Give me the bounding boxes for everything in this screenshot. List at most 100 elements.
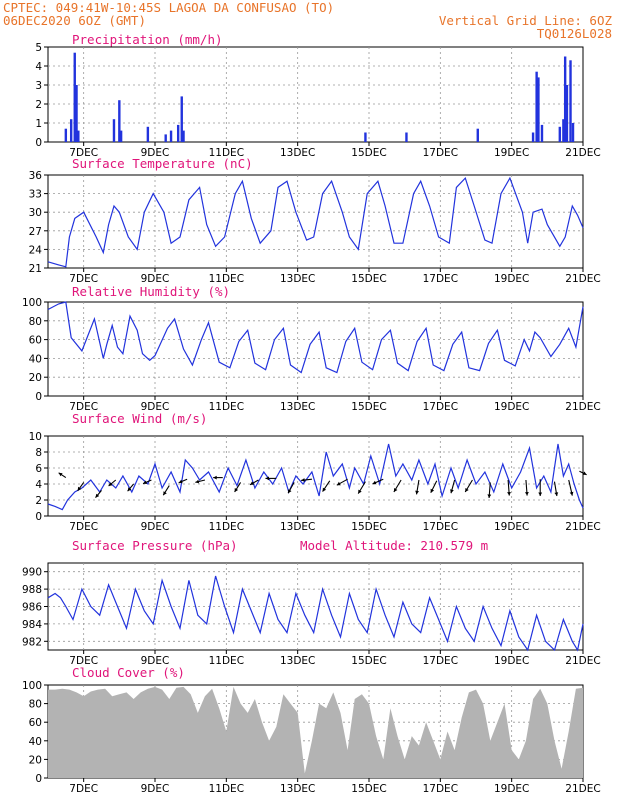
wind-arrowhead xyxy=(525,492,529,496)
precip-bar xyxy=(118,100,121,142)
wind-arrowhead xyxy=(393,488,398,492)
wind-arrowhead xyxy=(108,482,113,486)
y-tick-label: 982 xyxy=(22,636,42,648)
x-tick-label: 17DEC xyxy=(423,521,458,533)
precip-bar xyxy=(112,119,116,142)
x-tick-label: 11DEC xyxy=(209,273,244,285)
y-tick-label: 27 xyxy=(29,226,42,238)
panel-1: 0 1 2 3 4 5 7DEC 9DEC 11DEC 13DEC 15DEC 17DEC 19DEC 2… xyxy=(35,32,600,159)
precip-bar xyxy=(73,52,76,143)
precip-bar xyxy=(476,128,479,142)
x-tick-label: 17DEC xyxy=(423,655,458,667)
x-tick-label: 19DEC xyxy=(494,521,529,533)
precip-bar xyxy=(537,77,540,142)
x-tick-label: 21DEC xyxy=(565,401,600,413)
x-tick-label: 17DEC xyxy=(423,147,458,159)
panel-frame xyxy=(47,46,584,143)
wind-arrowhead xyxy=(487,494,492,498)
x-tick-label: 17DEC xyxy=(423,273,458,285)
y-tick-label: 20 xyxy=(29,372,42,384)
y-tick-label: 20 xyxy=(29,754,42,766)
y-tick-label: 0 xyxy=(35,137,42,149)
wind-arrowhead xyxy=(372,480,377,485)
y-tick-label: 21 xyxy=(29,263,42,275)
x-tick-label: 15DEC xyxy=(351,273,386,285)
cloud-area xyxy=(48,686,583,778)
panel-title: Surface Pressure (hPa) xyxy=(72,538,238,553)
precip-bar xyxy=(169,130,173,142)
x-tick-label: 9DEC xyxy=(141,147,170,159)
x-tick-label: 9DEC xyxy=(141,273,170,285)
precip-bar xyxy=(571,123,575,142)
y-tick-label: 986 xyxy=(22,602,42,614)
wind-arrowhead xyxy=(234,488,239,492)
series-line xyxy=(47,176,584,268)
station-header: CPTEC: 049:41W-10:45S LAGOA DA CONFUSAO … xyxy=(3,0,334,15)
run-date: 06DEC2020 6OZ (GMT) xyxy=(3,13,146,28)
wind-arrowhead xyxy=(507,492,511,496)
precip-bar xyxy=(405,132,408,142)
wind-arrowhead xyxy=(430,488,435,493)
precip-bar xyxy=(77,130,80,142)
x-tick-label: 11DEC xyxy=(209,783,244,795)
panel-title: Cloud Cover (%) xyxy=(72,665,185,680)
precip-bar xyxy=(119,130,123,142)
x-tick-label: 7DEC xyxy=(69,783,98,795)
y-tick-label: 80 xyxy=(29,699,42,711)
series-line xyxy=(47,301,584,374)
y-tick-label: 80 xyxy=(29,316,42,328)
precip-bar xyxy=(180,96,183,142)
wind-arrowhead xyxy=(336,481,341,486)
y-tick-label: 60 xyxy=(29,335,42,347)
grid-line-note: Vertical Grid Line: 6OZ xyxy=(439,13,613,28)
wind-arrowhead xyxy=(265,476,269,481)
y-tick-label: 990 xyxy=(22,567,42,579)
panel-title: Surface Wind (m/s) xyxy=(72,411,207,426)
y-tick-label: 30 xyxy=(29,207,42,219)
wind-arrowhead xyxy=(77,486,82,491)
wind-arrowhead xyxy=(288,489,292,494)
x-tick-label: 13DEC xyxy=(280,783,315,795)
x-tick-label: 7DEC xyxy=(69,521,98,533)
precip-bar xyxy=(176,124,180,142)
series-line xyxy=(47,443,584,511)
precip-bar xyxy=(364,132,367,142)
y-tick-label: 33 xyxy=(29,189,42,201)
precip-bar xyxy=(558,126,562,142)
y-tick-label: 3 xyxy=(35,80,42,92)
precip-bar xyxy=(535,71,538,142)
y-tick-label: 36 xyxy=(29,170,43,182)
y-tick-label: 6 xyxy=(35,463,42,475)
precip-bar xyxy=(146,126,150,142)
x-tick-label: 19DEC xyxy=(494,273,529,285)
precip-bar xyxy=(182,130,185,142)
y-tick-label: 100 xyxy=(22,680,42,692)
x-tick-label: 15DEC xyxy=(351,521,386,533)
x-tick-label: 13DEC xyxy=(280,401,315,413)
precip-bar xyxy=(540,124,544,142)
x-tick-label: 21DEC xyxy=(565,147,600,159)
precip-bar xyxy=(565,85,569,142)
precip-bar xyxy=(562,119,565,142)
wind-arrowhead xyxy=(213,475,217,480)
model-altitude: Model Altitude: 210.579 m xyxy=(300,538,488,553)
x-tick-label: 11DEC xyxy=(209,655,244,667)
y-tick-label: 40 xyxy=(29,736,42,748)
x-tick-label: 13DEC xyxy=(280,655,315,667)
x-tick-label: 7DEC xyxy=(69,401,98,413)
x-tick-label: 9DEC xyxy=(141,783,170,795)
x-tick-label: 19DEC xyxy=(494,147,529,159)
model-id: TQ0126L028 xyxy=(537,26,612,41)
y-tick-label: 4 xyxy=(35,479,42,491)
panel-frame xyxy=(47,435,584,517)
panel-2: 21 24 27 30 33 36 7DEC 9DEC 11DEC 13DEC 15DEC 17DEC… xyxy=(29,156,601,285)
x-tick-label: 21DEC xyxy=(565,273,600,285)
x-tick-label: 17DEC xyxy=(423,401,458,413)
series-line xyxy=(47,575,584,652)
wind-arrowhead xyxy=(450,489,454,494)
x-tick-label: 21DEC xyxy=(565,521,600,533)
wind-arrowhead xyxy=(415,490,419,495)
panel-title: Precipitation (mm/h) xyxy=(72,32,223,47)
panel-6: 0 20 40 60 80 100 7DEC 9DEC 11DEC 13DEC 15DEC 17DEC… xyxy=(22,665,601,795)
